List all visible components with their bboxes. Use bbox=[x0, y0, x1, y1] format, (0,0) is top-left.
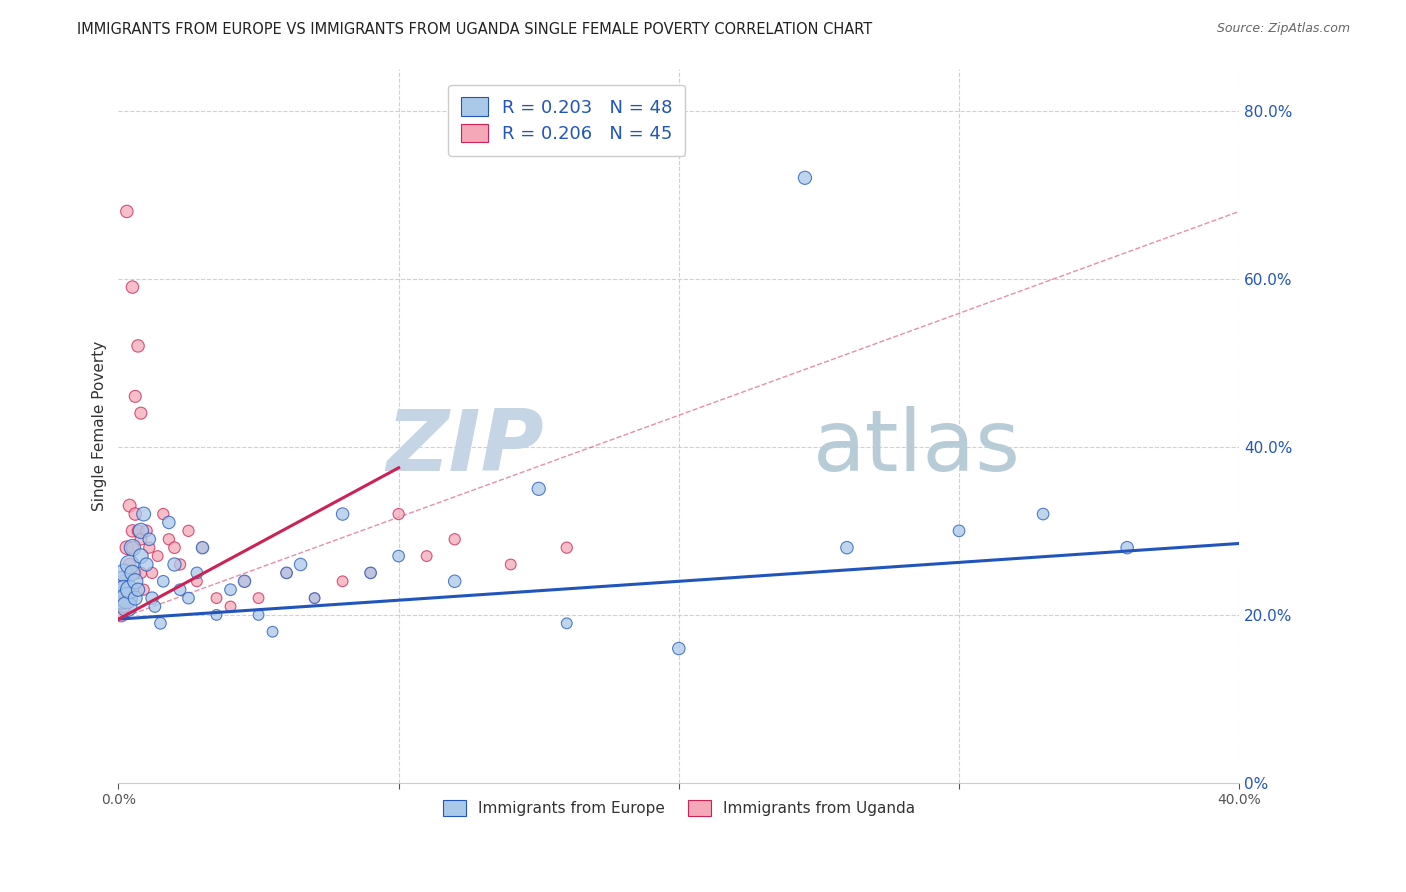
Point bbox=[138, 533, 160, 547]
Point bbox=[177, 591, 200, 606]
Point bbox=[129, 524, 152, 538]
Point bbox=[290, 558, 312, 572]
Point bbox=[115, 541, 138, 555]
Point bbox=[205, 591, 228, 606]
Point bbox=[124, 574, 146, 589]
Point bbox=[793, 170, 815, 185]
Point bbox=[247, 607, 270, 622]
Point bbox=[121, 541, 143, 555]
Point bbox=[205, 607, 228, 622]
Point bbox=[555, 541, 578, 555]
Point bbox=[555, 616, 578, 631]
Point bbox=[443, 574, 465, 589]
Point bbox=[1032, 507, 1054, 521]
Point bbox=[233, 574, 256, 589]
Point bbox=[127, 582, 149, 597]
Text: atlas: atlas bbox=[813, 406, 1021, 489]
Point bbox=[143, 599, 166, 614]
Point bbox=[112, 582, 135, 597]
Point bbox=[129, 566, 152, 580]
Point bbox=[163, 558, 186, 572]
Point bbox=[219, 599, 242, 614]
Point bbox=[169, 582, 191, 597]
Point bbox=[132, 507, 155, 521]
Point bbox=[360, 566, 382, 580]
Point bbox=[149, 616, 172, 631]
Text: IMMIGRANTS FROM EUROPE VS IMMIGRANTS FROM UGANDA SINGLE FEMALE POVERTY CORRELATI: IMMIGRANTS FROM EUROPE VS IMMIGRANTS FRO… bbox=[77, 22, 873, 37]
Point bbox=[332, 574, 354, 589]
Point bbox=[186, 574, 208, 589]
Point bbox=[129, 406, 152, 420]
Point bbox=[332, 507, 354, 521]
Point bbox=[157, 533, 180, 547]
Point bbox=[304, 591, 326, 606]
Point bbox=[110, 607, 132, 622]
Point bbox=[247, 591, 270, 606]
Point bbox=[1116, 541, 1139, 555]
Text: ZIP: ZIP bbox=[387, 406, 544, 489]
Point bbox=[443, 533, 465, 547]
Text: Source: ZipAtlas.com: Source: ZipAtlas.com bbox=[1216, 22, 1350, 36]
Point bbox=[141, 566, 163, 580]
Point bbox=[124, 507, 146, 521]
Point bbox=[135, 524, 157, 538]
Point bbox=[360, 566, 382, 580]
Point bbox=[129, 549, 152, 563]
Point bbox=[118, 499, 141, 513]
Point bbox=[157, 516, 180, 530]
Point bbox=[121, 524, 143, 538]
Point bbox=[835, 541, 858, 555]
Point bbox=[115, 591, 138, 606]
Point bbox=[276, 566, 298, 580]
Point bbox=[124, 591, 146, 606]
Point bbox=[112, 574, 135, 589]
Point bbox=[527, 482, 550, 496]
Point bbox=[415, 549, 437, 563]
Point bbox=[152, 574, 174, 589]
Point bbox=[388, 507, 411, 521]
Point bbox=[668, 641, 690, 656]
Point bbox=[129, 533, 152, 547]
Point bbox=[115, 591, 138, 606]
Y-axis label: Single Female Poverty: Single Female Poverty bbox=[93, 341, 107, 511]
Point bbox=[110, 591, 132, 606]
Point bbox=[110, 591, 132, 606]
Point bbox=[127, 339, 149, 353]
Point bbox=[169, 558, 191, 572]
Point bbox=[115, 599, 138, 614]
Point bbox=[118, 558, 141, 572]
Point bbox=[118, 582, 141, 597]
Point bbox=[233, 574, 256, 589]
Point bbox=[262, 624, 284, 639]
Point bbox=[388, 549, 411, 563]
Point bbox=[276, 566, 298, 580]
Point bbox=[121, 566, 143, 580]
Point bbox=[146, 549, 169, 563]
Point bbox=[110, 574, 132, 589]
Point bbox=[118, 558, 141, 572]
Point bbox=[135, 558, 157, 572]
Point bbox=[141, 591, 163, 606]
Point bbox=[132, 582, 155, 597]
Point bbox=[948, 524, 970, 538]
Point bbox=[115, 204, 138, 219]
Point bbox=[191, 541, 214, 555]
Point bbox=[186, 566, 208, 580]
Point bbox=[124, 389, 146, 403]
Point bbox=[121, 280, 143, 294]
Point bbox=[127, 524, 149, 538]
Point bbox=[219, 582, 242, 597]
Legend: Immigrants from Europe, Immigrants from Uganda: Immigrants from Europe, Immigrants from … bbox=[433, 791, 924, 825]
Point bbox=[112, 566, 135, 580]
Point bbox=[163, 541, 186, 555]
Point bbox=[152, 507, 174, 521]
Point bbox=[191, 541, 214, 555]
Point bbox=[121, 541, 143, 555]
Point bbox=[112, 599, 135, 614]
Point bbox=[304, 591, 326, 606]
Point bbox=[177, 524, 200, 538]
Point bbox=[124, 566, 146, 580]
Point bbox=[138, 541, 160, 555]
Point bbox=[499, 558, 522, 572]
